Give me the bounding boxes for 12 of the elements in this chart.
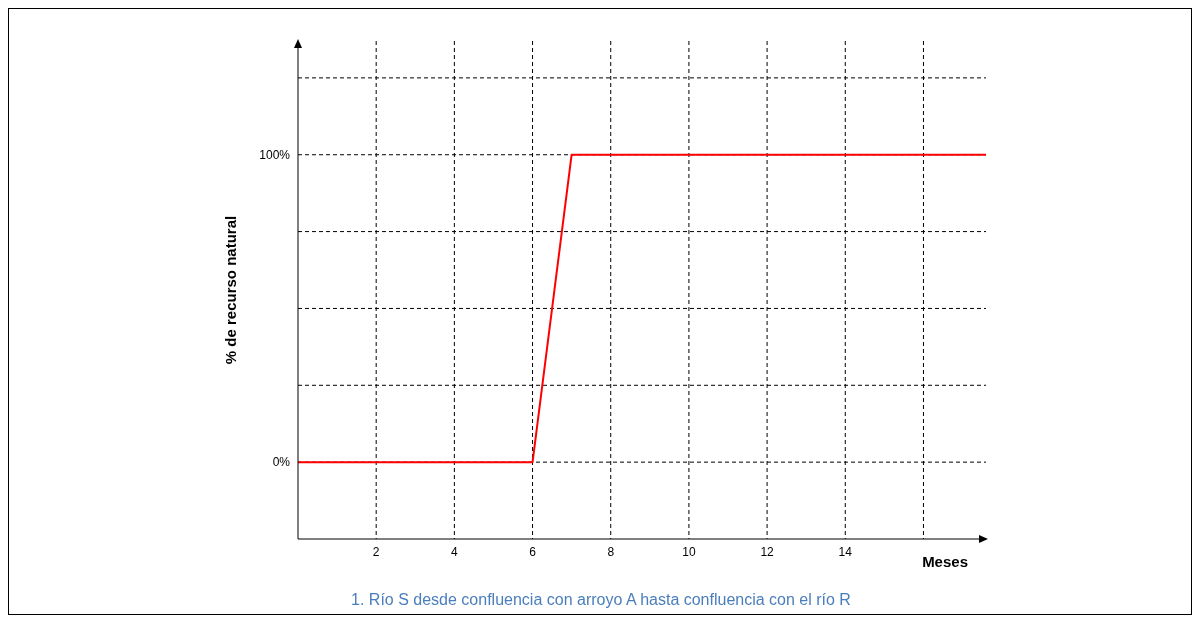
x-tick-label: 14 [838, 544, 853, 559]
x-tick-label: 10 [682, 544, 696, 559]
x-tick-label: 6 [529, 544, 537, 559]
x-tick-label: 8 [607, 544, 615, 559]
text: 1. Río S desde confluencia con arroyo A hasta confluencia con el río R [350, 591, 852, 609]
y-tick-label: 0% [272, 455, 291, 470]
y-axis-title: % de recurso natural [222, 215, 239, 365]
x-axis-title: Meses [922, 553, 968, 570]
x-tick-label: 12 [760, 544, 775, 559]
x-tick-label: 4 [451, 544, 459, 559]
y-tick-label: 100% [259, 148, 291, 162]
x-tick-label: 2 [372, 544, 380, 559]
